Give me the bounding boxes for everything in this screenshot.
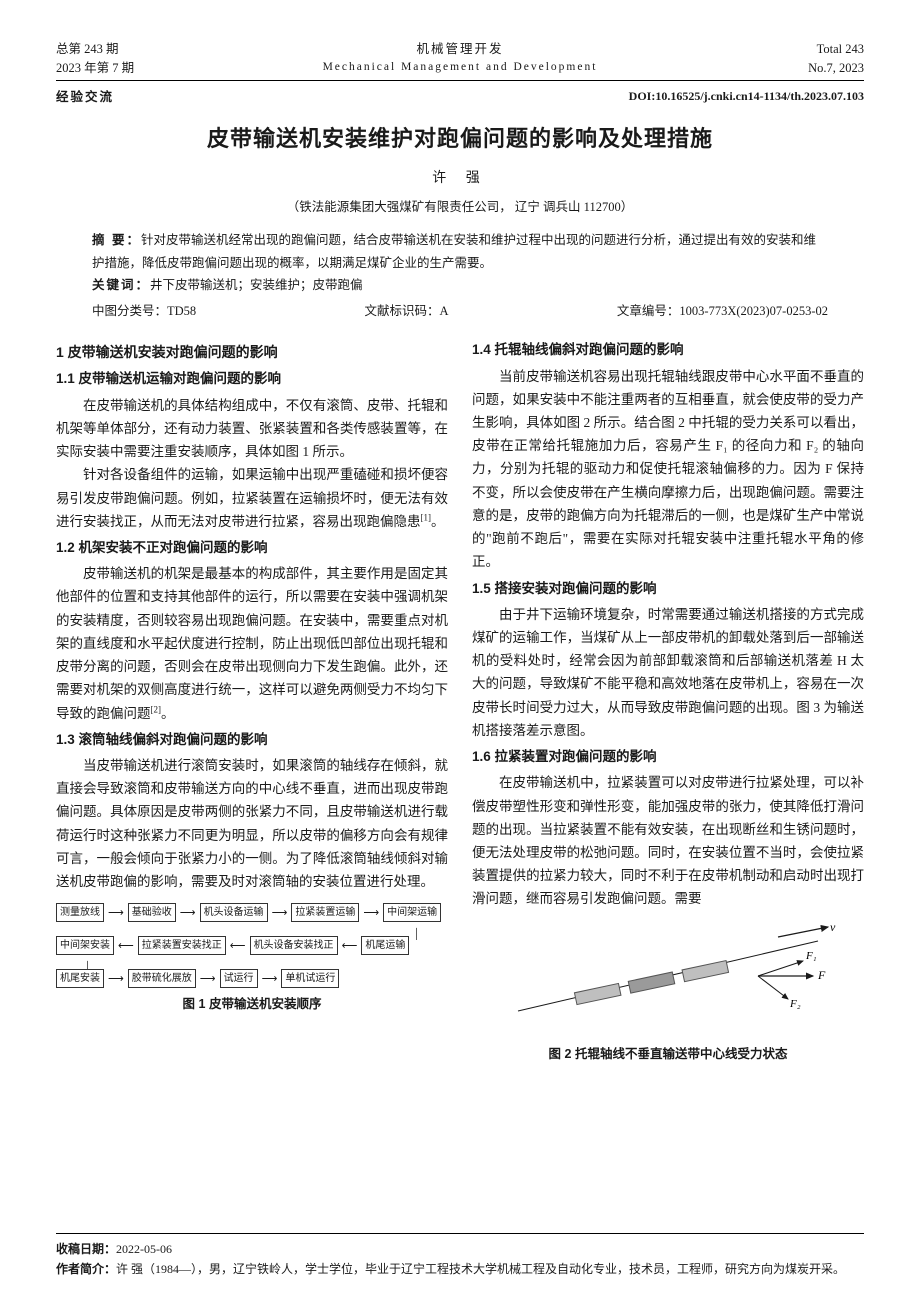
issue-date-en: No.7, 2023	[724, 59, 864, 78]
figure-2-caption: 图 2 托辊轴线不垂直输送带中心线受力状态	[472, 1044, 864, 1065]
two-column-body: 1 皮带输送机安装对跑偏问题的影响 1.1 皮带输送机运输对跑偏问题的影响 在皮…	[56, 335, 864, 1040]
flow-box: 机头设备运输	[200, 903, 268, 922]
label-v: v	[830, 921, 836, 934]
p-1-2: 皮带输送机的机架是最基本的构成部件，其主要作用是固定其他部件的位置和支持其他部件…	[56, 562, 448, 725]
abstract-label: 摘 要：	[92, 233, 141, 247]
header-right: Total 243 No.7, 2023	[724, 40, 864, 78]
figure-1: 测量放线⟶基础验收⟶机头设备运输⟶拉紧装置运输⟶中间架运输│中间架安装⟵拉紧装置…	[56, 903, 448, 1015]
flow-box: 基础验收	[128, 903, 176, 922]
doc-code: 文献标识码：A	[365, 301, 449, 322]
flow-box: 测量放线	[56, 903, 104, 922]
flow-box: 中间架运输	[383, 903, 441, 922]
section-1-6: 1.6 拉紧装置对跑偏问题的影响	[472, 746, 864, 768]
figure-1-caption: 图 1 皮带输送机安装顺序	[56, 994, 448, 1015]
flowchart: 测量放线⟶基础验收⟶机头设备运输⟶拉紧装置运输⟶中间架运输│中间架安装⟵拉紧装置…	[56, 903, 448, 988]
flow-arrow-icon: ⟶	[108, 972, 124, 986]
flow-arrow-icon: ⟶	[363, 906, 379, 920]
journal-en: Mechanical Management and Development	[196, 59, 724, 76]
issue-total-cn: 总第 243 期	[56, 40, 196, 59]
doi: DOI:10.16525/j.cnki.cn14-1134/th.2023.07…	[629, 87, 864, 108]
keywords-text: 井下皮带输送机；安装维护；皮带跑偏	[150, 278, 363, 292]
flow-arrow-icon: ⟶	[200, 972, 216, 986]
cite-2: [2]	[151, 704, 162, 714]
flow-box: 机尾安装	[56, 969, 104, 988]
header-left: 总第 243 期 2023 年第 7 期	[56, 40, 196, 78]
flow-row: 中间架安装⟵拉紧装置安装找正⟵机头设备安装找正⟵机尾运输	[56, 936, 448, 955]
keywords-line: 关键词：井下皮带输送机；安装维护；皮带跑偏	[92, 274, 828, 297]
issue-date-cn: 2023 年第 7 期	[56, 59, 196, 78]
abstract-text: 针对皮带输送机经常出现的跑偏问题，结合皮带输送机在安装和维护过程中出现的问题进行…	[92, 233, 816, 270]
footer-rule	[56, 1233, 864, 1234]
flow-arrow-icon: ⟵	[342, 939, 358, 953]
figure-2: v F F₁ F₂ 图 2 托辊轴线不垂直输送带中心线受力状态	[472, 921, 864, 1041]
section-1-2: 1.2 机架安装不正对跑偏问题的影响	[56, 537, 448, 559]
article-id: 文章编号：1003-773X(2023)07-0253-02	[617, 301, 828, 322]
clc: 中图分类号：TD58	[92, 301, 196, 322]
section-1-4: 1.4 托辊轴线偏斜对跑偏问题的影响	[472, 339, 864, 361]
p-1-1b: 针对各设备组件的运输，如果运输中出现严重磕碰和损坏便容易引发皮带跑偏问题。例如，…	[56, 463, 448, 533]
flow-box: 机尾运输	[361, 936, 409, 955]
label-F2: F₂	[789, 998, 801, 1010]
keywords-label: 关键词：	[92, 278, 150, 292]
section-1: 1 皮带输送机安装对跑偏问题的影响	[56, 341, 448, 364]
flow-arrow-icon: ⟵	[118, 939, 134, 953]
p-1-4: 当前皮带输送机容易出现托辊轴线跟皮带中心水平面不垂直的问题，如果安装中不能注重两…	[472, 365, 864, 574]
section-1-1: 1.1 皮带输送机运输对跑偏问题的影响	[56, 368, 448, 390]
affiliation: （铁法能源集团大强煤矿有限责任公司， 辽宁 调兵山 112700）	[56, 197, 864, 218]
label-F1: F₁	[805, 950, 817, 962]
p-1-5: 由于井下运输环境复杂，时常需要通过输送机搭接的方式完成煤矿的运输工作，当煤矿从上…	[472, 603, 864, 742]
abstract-line: 摘 要：针对皮带输送机经常出现的跑偏问题，结合皮带输送机在安装和维护过程中出现的…	[92, 229, 828, 274]
flow-box: 机头设备安装找正	[250, 936, 338, 955]
flow-arrow-icon: ⟶	[108, 906, 124, 920]
figure-2-svg: v F F₁ F₂	[472, 921, 864, 1031]
right-column: 1.4 托辊轴线偏斜对跑偏问题的影响 当前皮带输送机容易出现托辊轴线跟皮带中心水…	[472, 335, 864, 1040]
flow-box: 试运行	[220, 969, 258, 988]
flow-arrow-icon: ⟵	[230, 939, 246, 953]
left-column: 1 皮带输送机安装对跑偏问题的影响 1.1 皮带输送机运输对跑偏问题的影响 在皮…	[56, 335, 448, 1040]
meta-row: 中图分类号：TD58 文献标识码：A 文章编号：1003-773X(2023)0…	[56, 301, 864, 322]
category-row: 经验交流 DOI:10.16525/j.cnki.cn14-1134/th.20…	[56, 87, 864, 108]
footer: 收稿日期：2022-05-06 作者简介：许 强（1984—），男，辽宁铁岭人，…	[56, 1233, 864, 1280]
p-1-1a: 在皮带输送机的具体结构组成中，不仅有滚筒、皮带、托辊和机架等单体部分，还有动力装…	[56, 394, 448, 464]
author: 许 强	[56, 167, 864, 190]
abstract-block: 摘 要：针对皮带输送机经常出现的跑偏问题，结合皮带输送机在安装和维护过程中出现的…	[56, 229, 864, 297]
author-bio: 作者简介：许 强（1984—），男，辽宁铁岭人，学士学位，毕业于辽宁工程技术大学…	[56, 1260, 864, 1280]
flow-arrow-icon: ⟶	[180, 906, 196, 920]
flow-arrow-icon: ⟶	[262, 972, 278, 986]
page-header: 总第 243 期 2023 年第 7 期 机械管理开发 Mechanical M…	[56, 40, 864, 78]
flow-box: 中间架安装	[56, 936, 114, 955]
cite-1: [1]	[421, 512, 432, 522]
flow-arrow-icon: ⟶	[272, 906, 288, 920]
flow-row: 机尾安装⟶胶带硫化展放⟶试运行⟶单机试运行	[56, 969, 448, 988]
label-F: F	[817, 968, 826, 982]
issue-total-en: Total 243	[724, 40, 864, 59]
p-1-6: 在皮带输送机中，拉紧装置可以对皮带进行拉紧处理，可以补偿皮带塑性形变和弹性形变，…	[472, 771, 864, 910]
flow-vconnector: │	[56, 928, 448, 936]
p-1-3: 当皮带输送机进行滚筒安装时，如果滚筒的轴线存在倾斜，就直接会导致滚筒和皮带输送方…	[56, 754, 448, 893]
flow-vconnector: │	[56, 961, 448, 969]
flow-box: 拉紧装置安装找正	[138, 936, 226, 955]
flow-box: 拉紧装置运输	[291, 903, 359, 922]
section-1-3: 1.3 滚筒轴线偏斜对跑偏问题的影响	[56, 729, 448, 751]
flow-box: 单机试运行	[281, 969, 339, 988]
flow-box: 胶带硫化展放	[128, 969, 196, 988]
article-title: 皮带输送机安装维护对跑偏问题的影响及处理措施	[56, 121, 864, 157]
flow-row: 测量放线⟶基础验收⟶机头设备运输⟶拉紧装置运输⟶中间架运输	[56, 903, 448, 922]
received-date: 收稿日期：2022-05-06	[56, 1240, 864, 1260]
header-center: 机械管理开发 Mechanical Management and Develop…	[196, 40, 724, 78]
category-label: 经验交流	[56, 87, 114, 108]
journal-cn: 机械管理开发	[196, 40, 724, 59]
header-rule	[56, 80, 864, 81]
section-1-5: 1.5 搭接安装对跑偏问题的影响	[472, 578, 864, 600]
